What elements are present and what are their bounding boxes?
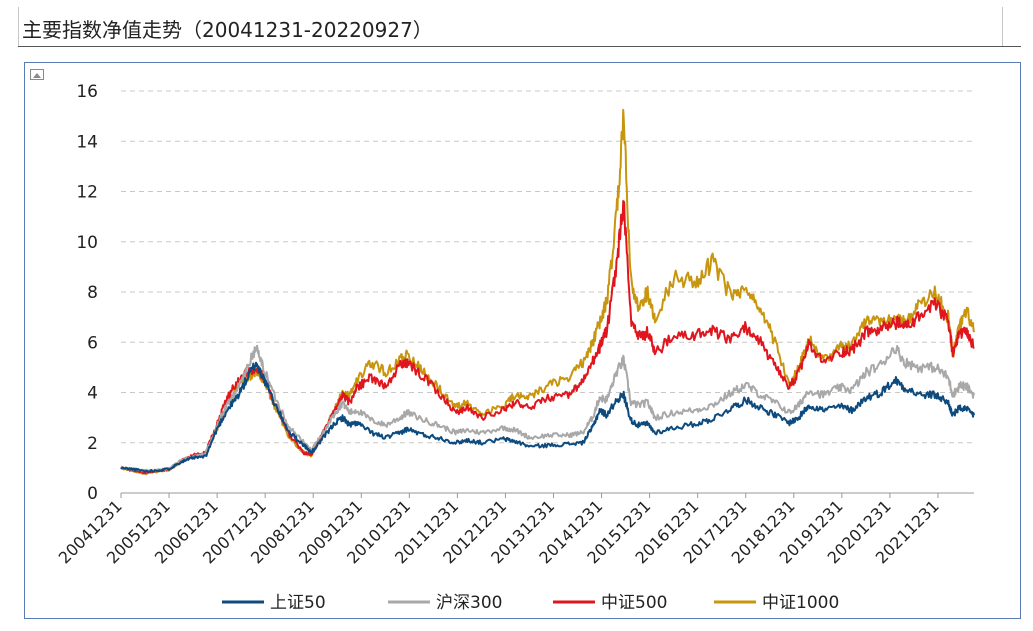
y-tick-label: 2 (87, 434, 98, 454)
series-line-2 (120, 344, 975, 473)
legend-label: 中证500 (601, 593, 667, 613)
y-tick-label: 4 (87, 384, 98, 404)
y-tick-label: 6 (87, 333, 98, 353)
series-lines (120, 108, 975, 476)
y-tick-label: 12 (76, 183, 98, 203)
legend-label: 沪深300 (436, 593, 502, 613)
title-divider (18, 46, 1021, 47)
y-tick-label: 10 (76, 233, 98, 253)
legend-label: 中证1000 (762, 593, 839, 613)
x-axis: 2004123120051231200612312007123120081231… (55, 492, 974, 567)
y-tick-label: 14 (76, 132, 98, 152)
legend: 上证50 沪深300 中证500 中证1000 (222, 593, 839, 613)
chart-title: 主要指数净值走势（20041231-20220927） (22, 18, 433, 42)
chart-frame (24, 62, 1021, 619)
y-tick-label: 8 (87, 283, 98, 303)
legend-label: 上证50 (270, 593, 326, 613)
image-placeholder-icon (30, 69, 44, 80)
series-line-1 (120, 361, 975, 473)
grid-lines (121, 90, 974, 444)
series-line-3 (120, 200, 975, 475)
y-tick-label: 0 (87, 484, 98, 504)
y-axis: 0 2 4 6 8 10 12 14 16 (76, 82, 98, 504)
y-tick-label: 16 (76, 82, 98, 102)
